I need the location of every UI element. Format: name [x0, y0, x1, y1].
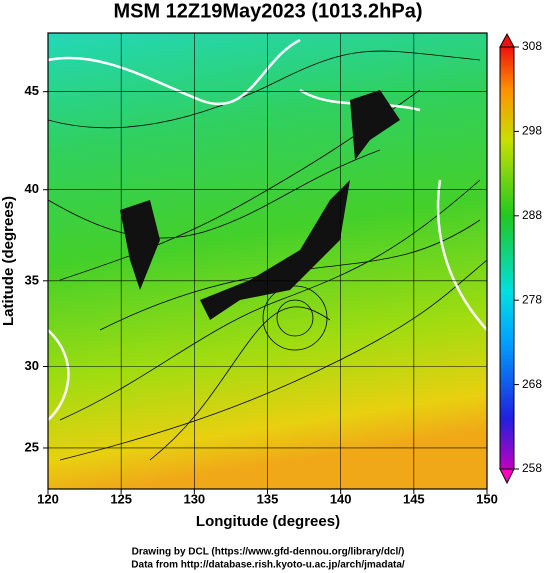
x-tick-label: 130 — [183, 491, 205, 506]
land — [120, 90, 400, 320]
colorbar-tick-label: 308 — [522, 39, 542, 53]
x-tick-label: 120 — [37, 491, 59, 506]
x-axis-label: Longitude (degrees) — [196, 513, 340, 530]
colorbar-tick-label: 268 — [522, 377, 542, 391]
colorbar-min-arrow — [499, 468, 515, 485]
colorbar-tick-label: 278 — [522, 292, 542, 306]
colorbar-tick-label: 298 — [522, 124, 542, 138]
y-axis-label: Latitude (degrees) — [0, 196, 17, 326]
credit: Drawing by DCL (https://www.gfd-dennou.o… — [132, 547, 405, 558]
colorbar-max-arrow — [499, 32, 515, 48]
y-tick-label: 35 — [25, 272, 39, 287]
y-tick-label: 25 — [25, 439, 39, 454]
y-tick-label: 30 — [25, 358, 39, 373]
x-tick-label: 140 — [330, 491, 352, 506]
colorbar — [499, 46, 515, 470]
colorbar-tick-label: 258 — [522, 461, 542, 475]
colorbar-tick-label: 288 — [522, 208, 542, 222]
y-tick-label: 40 — [25, 181, 39, 196]
chart-title: MSM 12Z19May2023 (1013.2hPa) — [113, 0, 422, 22]
x-tick-label: 125 — [110, 491, 132, 506]
coastline-contours — [48, 38, 487, 421]
x-tick-label: 135 — [257, 491, 279, 506]
y-tick-label: 45 — [25, 83, 39, 98]
x-tick-label: 150 — [476, 491, 498, 506]
x-tick-label: 145 — [403, 491, 425, 506]
credit: Data from http://database.rish.kyoto-u.a… — [131, 560, 405, 571]
